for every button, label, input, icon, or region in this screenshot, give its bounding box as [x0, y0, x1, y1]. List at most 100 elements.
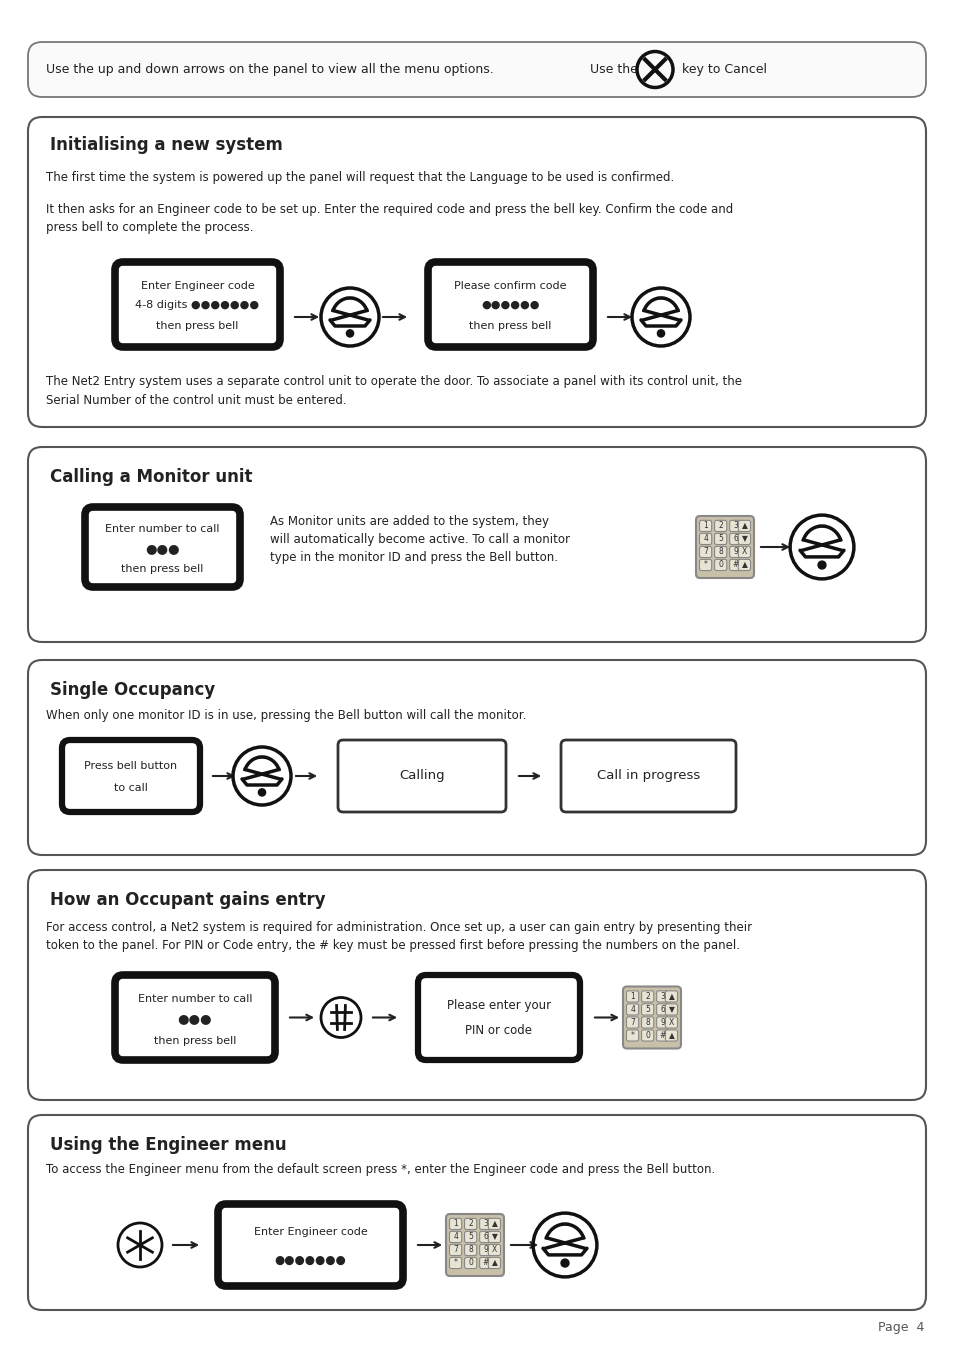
- Text: 9: 9: [659, 1018, 664, 1027]
- Text: 3: 3: [483, 1219, 488, 1228]
- Text: 7: 7: [630, 1018, 635, 1027]
- FancyBboxPatch shape: [699, 559, 711, 571]
- Text: Serial Number of the control unit must be entered.: Serial Number of the control unit must b…: [46, 393, 346, 406]
- Text: will automatically become active. To call a monitor: will automatically become active. To cal…: [270, 533, 569, 547]
- Text: ▲: ▲: [491, 1219, 497, 1228]
- FancyBboxPatch shape: [115, 262, 280, 347]
- Text: Single Occupancy: Single Occupancy: [50, 680, 215, 699]
- Text: 1: 1: [630, 992, 635, 1000]
- FancyBboxPatch shape: [488, 1257, 500, 1269]
- FancyBboxPatch shape: [714, 520, 726, 532]
- Text: ▲: ▲: [668, 992, 674, 1000]
- Text: X: X: [741, 548, 746, 556]
- Text: 3: 3: [733, 521, 738, 531]
- Text: 4-8 digits ●●●●●●●: 4-8 digits ●●●●●●●: [135, 300, 259, 310]
- Text: #: #: [482, 1258, 488, 1268]
- Text: It then asks for an Engineer code to be set up. Enter the required code and pres: It then asks for an Engineer code to be …: [46, 202, 733, 216]
- Text: 1: 1: [453, 1219, 457, 1228]
- Text: How an Occupant gains entry: How an Occupant gains entry: [50, 891, 325, 909]
- Text: For access control, a Net2 system is required for administration. Once set up, a: For access control, a Net2 system is req…: [46, 922, 751, 934]
- FancyBboxPatch shape: [699, 520, 711, 532]
- FancyBboxPatch shape: [85, 508, 240, 587]
- Text: 5: 5: [718, 535, 722, 544]
- Text: To access the Engineer menu from the default screen press *, enter the Engineer : To access the Engineer menu from the def…: [46, 1164, 715, 1176]
- Text: 3: 3: [659, 992, 664, 1000]
- Text: then press bell: then press bell: [156, 321, 238, 331]
- Text: token to the panel. For PIN or Code entry, the # key must be pressed first befor: token to the panel. For PIN or Code entr…: [46, 940, 740, 953]
- Text: 9: 9: [733, 548, 738, 556]
- FancyBboxPatch shape: [738, 533, 750, 544]
- Text: *: *: [630, 1031, 634, 1040]
- FancyBboxPatch shape: [656, 1030, 668, 1041]
- Text: *: *: [703, 560, 707, 570]
- Text: 6: 6: [483, 1233, 488, 1242]
- Text: to call: to call: [114, 783, 148, 792]
- FancyBboxPatch shape: [656, 991, 668, 1002]
- FancyBboxPatch shape: [449, 1231, 461, 1242]
- Text: 2: 2: [468, 1219, 473, 1228]
- FancyBboxPatch shape: [622, 987, 680, 1049]
- Text: 7: 7: [702, 548, 707, 556]
- FancyBboxPatch shape: [464, 1257, 476, 1269]
- Text: ▲: ▲: [491, 1258, 497, 1268]
- FancyBboxPatch shape: [664, 1004, 677, 1015]
- FancyBboxPatch shape: [738, 547, 750, 558]
- Text: Enter number to call: Enter number to call: [105, 524, 219, 535]
- FancyBboxPatch shape: [464, 1218, 476, 1230]
- Text: then press bell: then press bell: [121, 564, 204, 574]
- FancyBboxPatch shape: [738, 559, 750, 571]
- FancyBboxPatch shape: [449, 1245, 461, 1256]
- Text: ●●●: ●●●: [177, 1012, 212, 1026]
- FancyBboxPatch shape: [664, 1030, 677, 1041]
- Text: ▼: ▼: [668, 1004, 674, 1014]
- Text: 9: 9: [483, 1246, 488, 1254]
- Text: 0: 0: [468, 1258, 473, 1268]
- Text: Call in progress: Call in progress: [597, 769, 700, 783]
- Circle shape: [560, 1260, 568, 1268]
- Text: Using the Engineer menu: Using the Engineer menu: [50, 1135, 286, 1154]
- FancyBboxPatch shape: [28, 447, 925, 643]
- Text: press bell to complete the process.: press bell to complete the process.: [46, 220, 253, 234]
- FancyBboxPatch shape: [699, 533, 711, 544]
- Text: then press bell: then press bell: [153, 1035, 236, 1046]
- FancyBboxPatch shape: [640, 991, 653, 1002]
- Text: *: *: [454, 1258, 457, 1268]
- FancyBboxPatch shape: [488, 1218, 500, 1230]
- Text: Use the up and down arrows on the panel to view all the menu options.: Use the up and down arrows on the panel …: [46, 63, 494, 76]
- FancyBboxPatch shape: [640, 1030, 653, 1041]
- Text: PIN or code: PIN or code: [465, 1025, 532, 1038]
- FancyBboxPatch shape: [479, 1245, 492, 1256]
- FancyBboxPatch shape: [28, 42, 925, 97]
- FancyBboxPatch shape: [560, 740, 735, 811]
- Text: ▲: ▲: [668, 1031, 674, 1040]
- FancyBboxPatch shape: [714, 533, 726, 544]
- FancyBboxPatch shape: [656, 1004, 668, 1015]
- Text: 4: 4: [702, 535, 707, 544]
- FancyBboxPatch shape: [446, 1214, 503, 1276]
- FancyBboxPatch shape: [479, 1257, 492, 1269]
- Text: X: X: [492, 1246, 497, 1254]
- Text: 2: 2: [718, 521, 722, 531]
- Text: 7: 7: [453, 1246, 457, 1254]
- Text: The Net2 Entry system uses a separate control unit to operate the door. To assoc: The Net2 Entry system uses a separate co…: [46, 375, 741, 389]
- FancyBboxPatch shape: [464, 1231, 476, 1242]
- Text: ●●●: ●●●: [145, 543, 179, 555]
- Circle shape: [657, 329, 664, 338]
- FancyBboxPatch shape: [115, 975, 274, 1060]
- FancyBboxPatch shape: [28, 660, 925, 855]
- Text: 6: 6: [659, 1004, 664, 1014]
- Text: type in the monitor ID and press the Bell button.: type in the monitor ID and press the Bel…: [270, 552, 558, 564]
- FancyBboxPatch shape: [464, 1245, 476, 1256]
- FancyBboxPatch shape: [449, 1218, 461, 1230]
- Text: Enter Engineer code: Enter Engineer code: [253, 1227, 367, 1237]
- Text: Please confirm code: Please confirm code: [454, 281, 566, 292]
- FancyBboxPatch shape: [640, 1017, 653, 1029]
- Text: 0: 0: [644, 1031, 649, 1040]
- Text: #: #: [659, 1031, 665, 1040]
- Text: ●●●●●●: ●●●●●●: [480, 300, 539, 310]
- Text: 8: 8: [718, 548, 722, 556]
- FancyBboxPatch shape: [626, 1004, 638, 1015]
- FancyBboxPatch shape: [479, 1231, 492, 1242]
- FancyBboxPatch shape: [729, 559, 741, 571]
- FancyBboxPatch shape: [28, 1115, 925, 1310]
